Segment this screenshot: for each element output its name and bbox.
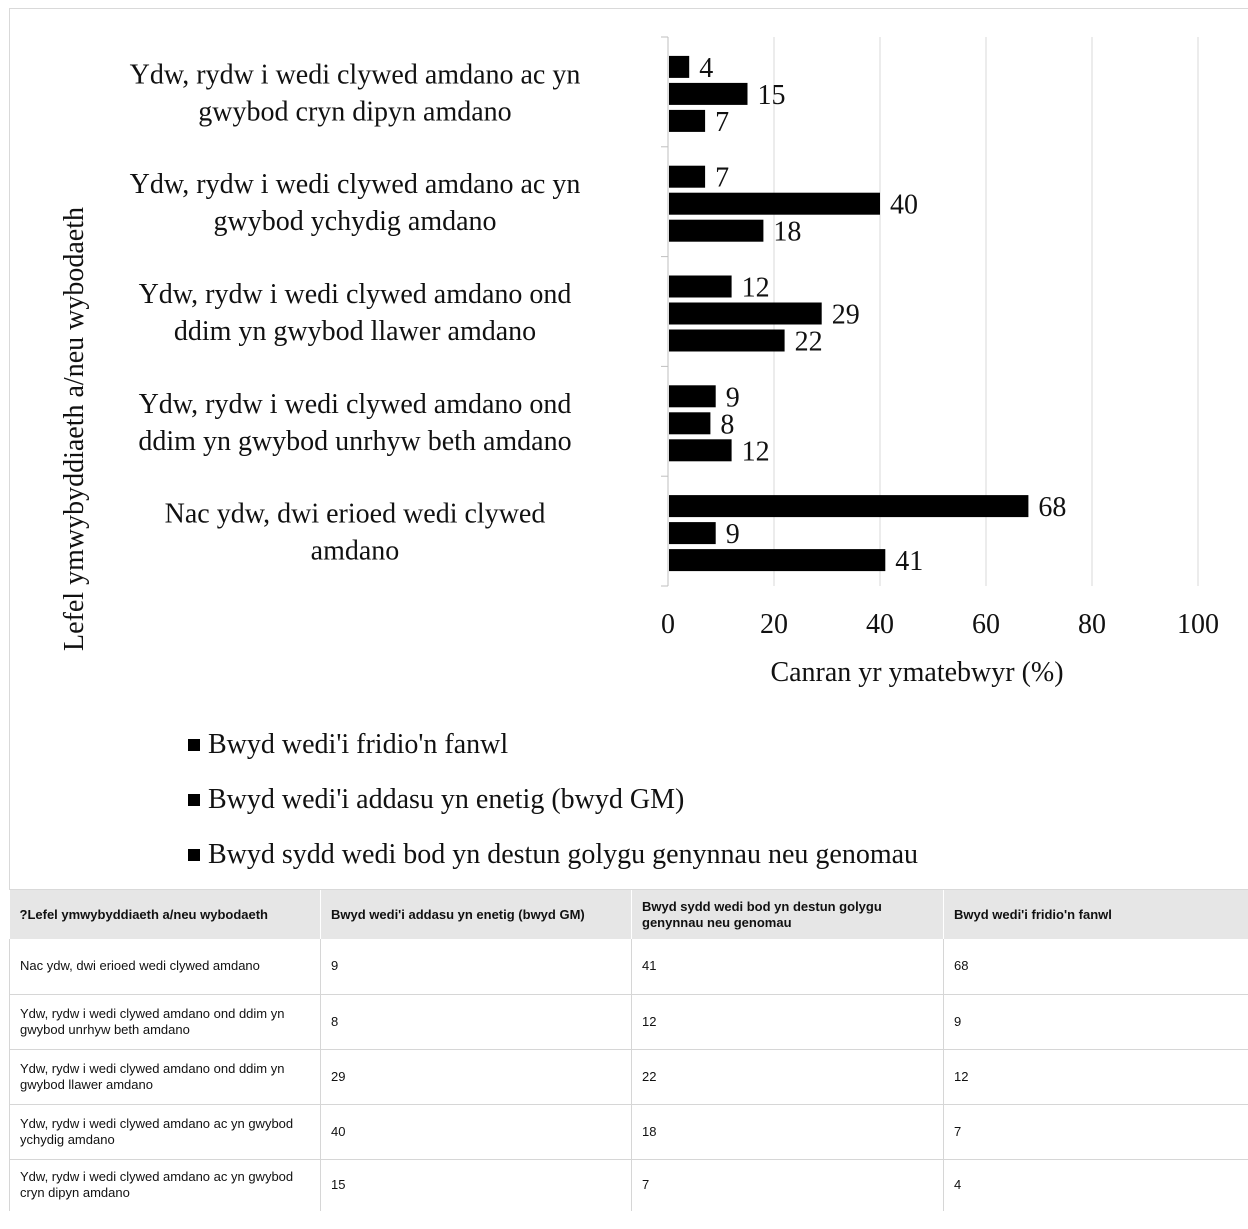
table-cell: 18: [631, 1104, 944, 1160]
legend-marker: [188, 849, 200, 861]
table-cell: 68: [943, 939, 1248, 995]
table-cell: Ydw, rydw i wedi clywed amdano ond ddim …: [9, 1049, 321, 1105]
x-tick-label: 60: [972, 609, 1000, 640]
table-row: Ydw, rydw i wedi clywed amdano ac yn gwy…: [9, 1159, 1248, 1211]
category-label: amdano: [311, 536, 400, 567]
bar: [669, 412, 711, 435]
table-cell: Ydw, rydw i wedi clywed amdano ond ddim …: [9, 994, 321, 1050]
bar: [669, 329, 785, 352]
category-label: gwybod ychydig amdano: [213, 206, 496, 237]
table-cell: 7: [631, 1159, 944, 1211]
bar: [669, 522, 716, 545]
chart-container: 4 15 7 7 40 18 12 29 22 9 8 12 68 9 41 Ydw, rydw i wed…: [9, 8, 1248, 890]
bar: [669, 219, 764, 242]
bar: [669, 55, 690, 78]
data-label: 22: [795, 327, 823, 358]
x-tick-label: 80: [1078, 609, 1106, 640]
gridlines: [773, 37, 1199, 586]
data-label: 9: [726, 382, 740, 413]
table-cell: 12: [943, 1049, 1248, 1105]
table-cell: 8: [320, 994, 632, 1050]
category-label: Ydw, rydw i wedi clywed amdano ond: [139, 389, 572, 420]
column-header: ?Lefel ymwybyddiaeth a/neu wybodaeth: [9, 890, 321, 939]
category-label: Ydw, rydw i wedi clywed amdano ac yn: [130, 59, 581, 90]
axes: [661, 36, 669, 587]
data-label: 15: [758, 80, 786, 111]
data-label: 68: [1038, 492, 1066, 523]
table-cell: 40: [320, 1104, 632, 1160]
table-cell: Nac ydw, dwi erioed wedi clywed amdano: [9, 939, 321, 995]
bar: [669, 192, 880, 215]
table-cell: Ydw, rydw i wedi clywed amdano ac yn gwy…: [9, 1159, 321, 1211]
category-labels: Ydw, rydw i wedi clywed amdano ac yn gwyb…: [130, 59, 581, 566]
x-tick-label: 20: [760, 609, 788, 640]
data-label: 40: [890, 190, 918, 221]
table-cell: 15: [320, 1159, 632, 1211]
table-row: Ydw, rydw i wedi clywed amdano ac yn gwy…: [9, 1104, 1248, 1160]
table-cell: 41: [631, 939, 944, 995]
x-axis-title: Canran yr ymatebwyr (%): [770, 657, 1063, 688]
x-tick-label: 40: [866, 609, 894, 640]
table-cell: 22: [631, 1049, 944, 1105]
table-header-row: ?Lefel ymwybyddiaeth a/neu wybodaeth Bwy…: [9, 890, 1248, 939]
legend-label: Bwyd wedi'i addasu yn enetig (bwyd GM): [208, 784, 684, 815]
bar: [669, 275, 732, 298]
data-label: 12: [742, 273, 770, 304]
table-cell: Ydw, rydw i wedi clywed amdano ac yn gwy…: [9, 1104, 321, 1160]
data-label: 9: [726, 519, 740, 550]
y-axis-title: Lefel ymwybyddiaeth a/neu wybodaeth: [59, 207, 90, 651]
table-cell: 9: [943, 994, 1248, 1050]
column-header: Bwyd wedi'i fridio'n fanwl: [943, 890, 1248, 939]
legend-label: Bwyd wedi'i fridio'n fanwl: [208, 729, 508, 760]
data-label: 7: [715, 163, 729, 194]
table-cell: 12: [631, 994, 944, 1050]
table-cell: 4: [943, 1159, 1248, 1211]
bar: [669, 82, 748, 105]
bars: [669, 55, 1029, 572]
x-tick-labels: 0 20 40 60 80 100: [661, 609, 1219, 640]
legend-label: Bwyd sydd wedi bod yn destun golygu geny…: [208, 839, 918, 870]
data-label: 12: [742, 436, 770, 467]
bar: [669, 495, 1029, 518]
bar: [669, 109, 706, 132]
bar: [669, 302, 822, 325]
data-table: ?Lefel ymwybyddiaeth a/neu wybodaeth Bwy…: [9, 890, 1248, 1211]
legend: Bwyd wedi'i fridio'n fanwl Bwyd wedi'i ad…: [188, 729, 918, 870]
column-header: Bwyd sydd wedi bod yn destun golygu geny…: [631, 890, 944, 939]
column-header: Bwyd wedi'i addasu yn enetig (bwyd GM): [320, 890, 632, 939]
bar: [669, 439, 732, 462]
table-cell: 9: [320, 939, 632, 995]
data-label: 18: [773, 217, 801, 248]
bar: [669, 549, 886, 572]
bar: [669, 165, 706, 188]
category-label: gwybod cryn dipyn amdano: [198, 96, 511, 127]
x-tick-label: 0: [661, 609, 675, 640]
legend-marker: [188, 739, 200, 751]
table-row: Ydw, rydw i wedi clywed amdano ond ddim …: [9, 994, 1248, 1050]
category-label: Nac ydw, dwi erioed wedi clywed: [165, 499, 546, 530]
x-tick-label: 100: [1177, 609, 1219, 640]
data-label: 4: [699, 53, 713, 84]
category-label: Ydw, rydw i wedi clywed amdano ac yn: [130, 169, 581, 200]
category-label: ddim yn gwybod llawer amdano: [174, 316, 536, 347]
table-cell: 29: [320, 1049, 632, 1105]
table-row: Ydw, rydw i wedi clywed amdano ond ddim …: [9, 1049, 1248, 1105]
data-label: 29: [832, 300, 860, 331]
category-label: Ydw, rydw i wedi clywed amdano ond: [139, 279, 572, 310]
table-cell: 7: [943, 1104, 1248, 1160]
bar: [669, 385, 716, 408]
data-label: 8: [720, 409, 734, 440]
category-label: ddim yn gwybod unrhyw beth amdano: [138, 426, 571, 457]
data-label: 41: [895, 546, 923, 577]
legend-marker: [188, 794, 200, 806]
table-row: Nac ydw, dwi erioed wedi clywed amdano 9…: [9, 939, 1248, 995]
data-label: 7: [715, 107, 729, 138]
